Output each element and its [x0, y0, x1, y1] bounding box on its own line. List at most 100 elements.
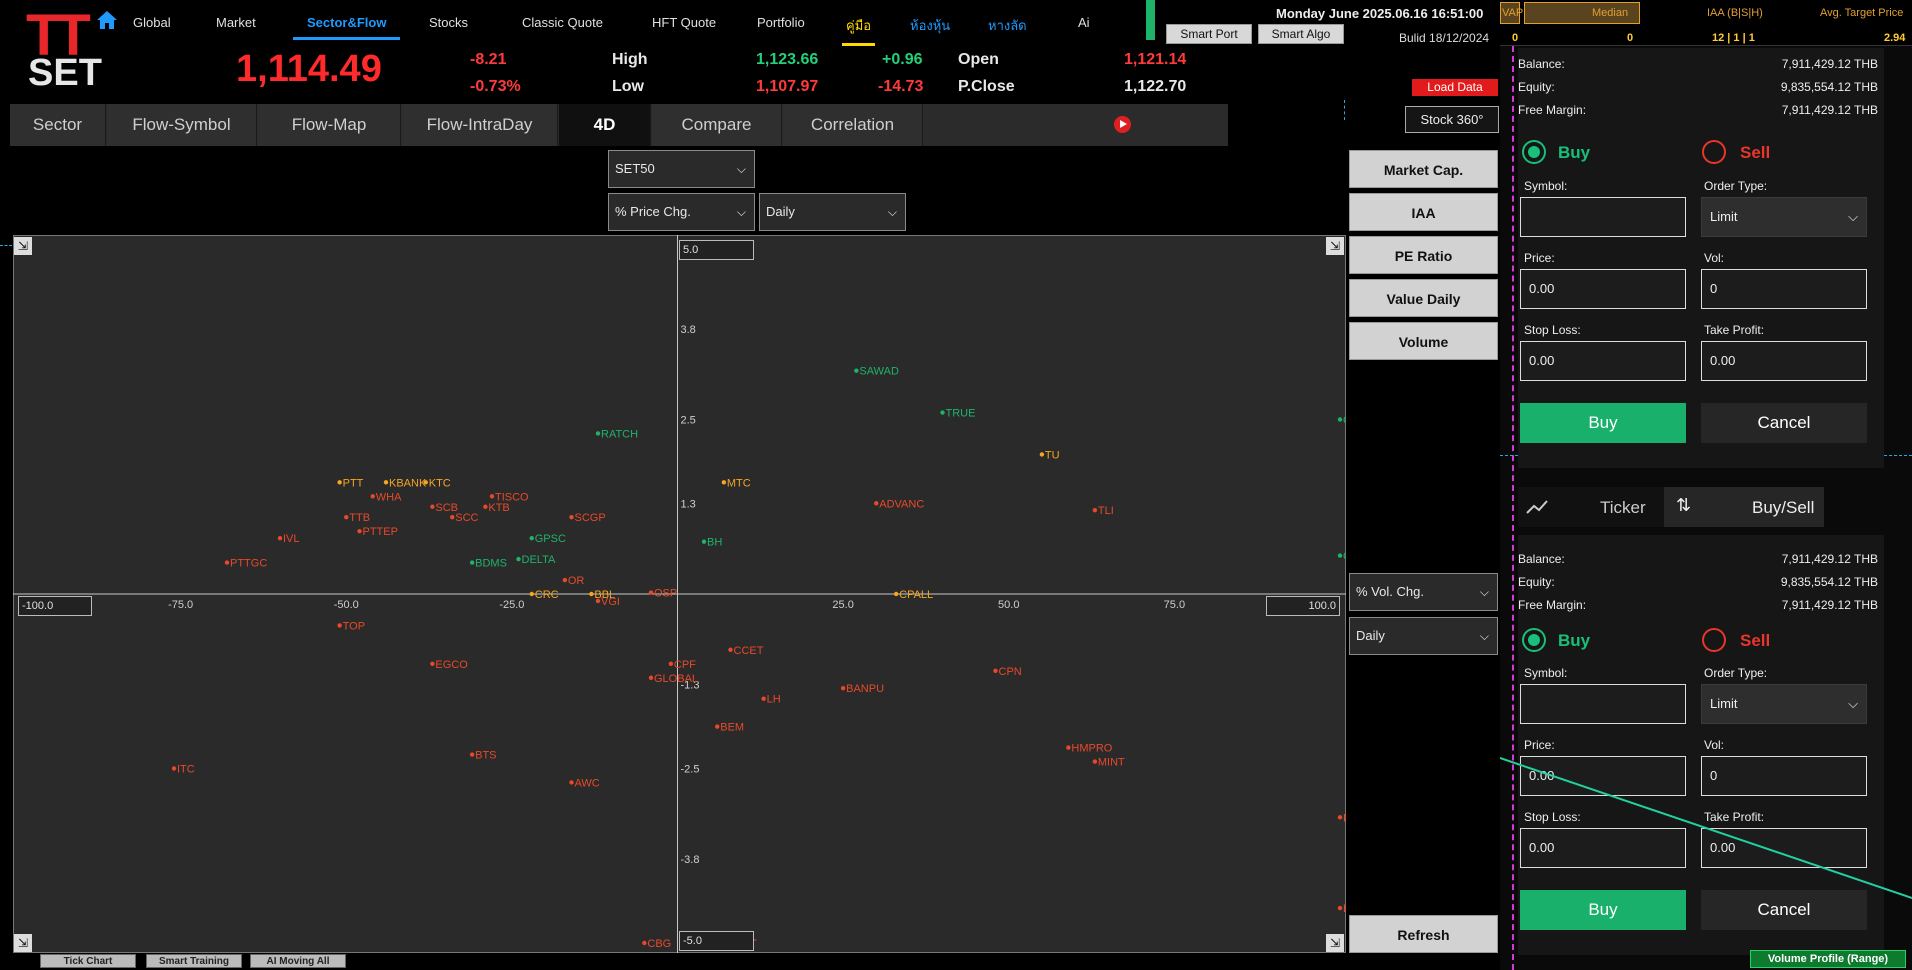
- open-label: Open: [958, 51, 999, 68]
- y-max-box[interactable]: 5.0: [679, 240, 754, 260]
- tab-flow-symbol[interactable]: Flow-Symbol: [107, 104, 257, 146]
- vol-input[interactable]: 0: [1701, 269, 1867, 309]
- avg-target-value: 2.94: [1884, 32, 1906, 44]
- data-point: [370, 494, 375, 499]
- sell-radio[interactable]: [1702, 628, 1726, 652]
- tab-sector[interactable]: Sector: [10, 104, 106, 146]
- stop-loss-input[interactable]: 0.00: [1520, 341, 1686, 381]
- x-tick-label: 75.0: [1164, 599, 1185, 611]
- x-max-box[interactable]: 100.0: [1266, 596, 1340, 616]
- x-metric-select[interactable]: % Vol. Chg. ⌵: [1349, 573, 1498, 611]
- stock360-button[interactable]: Stock 360°: [1405, 106, 1499, 133]
- tab-flow-map[interactable]: Flow-Map: [258, 104, 401, 146]
- y-metric-select[interactable]: % Price Chg. ⌵: [608, 193, 755, 231]
- data-point: [1337, 905, 1343, 911]
- tab-ticker[interactable]: Ticker: [1518, 487, 1664, 527]
- order-type-select[interactable]: Limit ⌵: [1701, 684, 1867, 724]
- pclose-value: 1,122.70: [1124, 78, 1187, 95]
- symbol-input[interactable]: [1520, 197, 1686, 237]
- refresh-button[interactable]: Refresh: [1349, 915, 1498, 953]
- tab-flow-intraday[interactable]: Flow-IntraDay: [402, 104, 558, 146]
- youtube-icon[interactable]: [1114, 116, 1131, 133]
- cancel-button[interactable]: Cancel: [1701, 403, 1867, 443]
- stop-loss-input[interactable]: 0.00: [1520, 828, 1686, 868]
- price-input[interactable]: 0.00: [1520, 269, 1686, 309]
- tab-compare[interactable]: Compare: [652, 104, 782, 146]
- expand-icon[interactable]: ⇲: [1326, 237, 1344, 255]
- nav-sector-flow[interactable]: Sector&Flow: [293, 15, 401, 40]
- pe-ratio-button[interactable]: PE Ratio: [1349, 236, 1498, 274]
- data-point-label: COM7: [1343, 551, 1346, 563]
- price-label: Price:: [1524, 738, 1555, 752]
- buy-radio[interactable]: [1522, 628, 1546, 652]
- data-point: [1092, 508, 1098, 513]
- chevron-down-icon: ⌵: [1848, 209, 1858, 224]
- value-daily-button[interactable]: Value Daily: [1349, 279, 1498, 317]
- nav-shortcut[interactable]: หางลัด: [988, 18, 1027, 33]
- data-point-label: EGCO: [435, 659, 468, 671]
- median-label: Median: [1592, 7, 1629, 19]
- take-profit-input[interactable]: 0.00: [1701, 341, 1867, 381]
- smart-algo-button[interactable]: Smart Algo: [1258, 24, 1344, 44]
- home-icon[interactable]: [96, 10, 118, 30]
- data-point: [516, 556, 521, 562]
- nav-stock-room[interactable]: ห้องหุ้น: [910, 18, 951, 33]
- expand-icon[interactable]: ⇲: [14, 237, 32, 255]
- smart-port-button[interactable]: Smart Port: [1166, 24, 1252, 44]
- buy-radio[interactable]: [1522, 140, 1546, 164]
- x-min-box[interactable]: -100.0: [18, 596, 92, 616]
- data-point-label: CPALL: [899, 589, 933, 601]
- avg-target-label: Avg. Target Price: [1820, 7, 1904, 19]
- y-period-select[interactable]: Daily ⌵: [759, 193, 906, 231]
- tab-buysell[interactable]: ⇅ Buy/Sell: [1664, 487, 1824, 527]
- vap-value: 0: [1512, 32, 1519, 44]
- status-bar: [1146, 0, 1155, 40]
- ai-moving-all-tab[interactable]: AI Moving All: [250, 954, 346, 968]
- nav-stocks[interactable]: Stocks: [429, 15, 469, 30]
- index-select[interactable]: SET50 ⌵: [608, 150, 755, 188]
- nav-ai[interactable]: Ai: [1078, 15, 1090, 30]
- iaa-button[interactable]: IAA: [1349, 193, 1498, 231]
- expand-icon[interactable]: ⇲: [14, 934, 32, 952]
- x-period-select[interactable]: Daily ⌵: [1349, 617, 1498, 655]
- chevron-down-icon: ⌵: [1848, 696, 1858, 711]
- price-input[interactable]: 0.00: [1520, 756, 1686, 796]
- iaa-value: 12 | 1 | 1: [1712, 32, 1755, 44]
- nav-classic-quote[interactable]: Classic Quote: [522, 15, 603, 30]
- load-data-button[interactable]: Load Data: [1412, 79, 1498, 96]
- buy-button[interactable]: Buy: [1520, 403, 1686, 443]
- nav-global[interactable]: Global: [133, 15, 171, 30]
- x-tick-label: -50.0: [334, 599, 359, 611]
- data-point-label: TTB: [349, 512, 370, 524]
- sell-radio[interactable]: [1702, 140, 1726, 164]
- symbol-input[interactable]: [1520, 684, 1686, 724]
- nav-portfolio[interactable]: Portfolio: [757, 15, 805, 30]
- low-label: Low: [612, 78, 644, 95]
- y-min-box[interactable]: -5.0: [679, 931, 754, 951]
- data-point-label: SCB: [435, 502, 458, 514]
- order-type-select[interactable]: Limit ⌵: [1701, 197, 1867, 237]
- volume-profile-button[interactable]: Volume Profile (Range): [1750, 950, 1906, 968]
- data-point: [648, 590, 654, 595]
- nav-manual[interactable]: คู่มือ: [842, 15, 876, 46]
- take-profit-label: Take Profit:: [1704, 323, 1765, 337]
- vol-input[interactable]: 0: [1701, 756, 1867, 796]
- trade-panel: VAP Median IAA (B|S|H) Avg. Target Price…: [1500, 0, 1912, 970]
- balance-label: Balance:: [1518, 552, 1565, 566]
- smart-training-tab[interactable]: Smart Training: [146, 954, 242, 968]
- balance-label: Balance:: [1518, 57, 1565, 71]
- tab-correlation[interactable]: Correlation: [783, 104, 923, 146]
- buy-button[interactable]: Buy: [1520, 890, 1686, 930]
- cancel-button[interactable]: Cancel: [1701, 890, 1867, 930]
- volume-button[interactable]: Volume: [1349, 322, 1498, 360]
- symbol-label: Symbol:: [1524, 666, 1568, 680]
- scatter-chart[interactable]: -75.0 -50.0 -25.0 25.0 50.0 75.0 3.8 2.5 1.3 -1.3…: [13, 235, 1346, 953]
- expand-icon[interactable]: ⇲: [1326, 934, 1344, 952]
- tick-chart-tab[interactable]: Tick Chart: [40, 954, 136, 968]
- nav-market[interactable]: Market: [216, 15, 256, 30]
- tab-4d[interactable]: 4D: [559, 104, 651, 146]
- nav-hft-quote[interactable]: HFT Quote: [652, 15, 717, 30]
- data-point: [648, 675, 654, 680]
- market-cap-button[interactable]: Market Cap.: [1349, 150, 1498, 188]
- swap-icon: ⇅: [1676, 495, 1692, 515]
